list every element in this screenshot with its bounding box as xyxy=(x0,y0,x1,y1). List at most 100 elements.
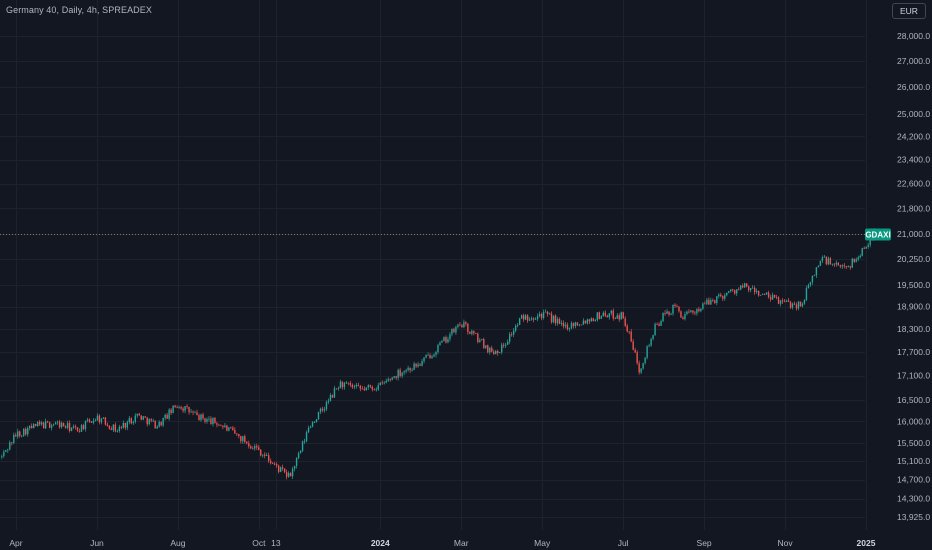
candle-body xyxy=(182,408,184,411)
candle-body xyxy=(807,285,810,289)
candle-body xyxy=(42,422,45,429)
price-tick-label: 19,500.0 xyxy=(897,280,930,290)
candle-body xyxy=(536,316,539,320)
candle-body xyxy=(13,434,15,443)
candle-body xyxy=(234,429,236,434)
candle-body xyxy=(483,339,485,348)
price-axis[interactable]: 28,000.0 27,000.0 26,000.0 25,000.0 24,200.0… xyxy=(897,31,930,522)
candle-body xyxy=(449,334,451,340)
candle-body xyxy=(823,256,826,258)
candle-body xyxy=(7,449,9,451)
candle-body xyxy=(369,385,371,387)
currency-button[interactable]: EUR xyxy=(892,3,926,19)
candle-body xyxy=(773,294,776,298)
candle-body xyxy=(475,333,477,334)
candle-body xyxy=(240,436,242,442)
candle-body xyxy=(728,291,730,293)
candle-body xyxy=(849,266,851,268)
candle-body xyxy=(827,258,830,265)
candle-body xyxy=(82,425,85,430)
candle-body xyxy=(867,244,869,247)
candle-body xyxy=(210,418,212,425)
candle-body xyxy=(80,425,83,432)
price-tick-label: 24,200.0 xyxy=(897,131,930,141)
candle-body xyxy=(188,407,190,413)
candle-body xyxy=(740,285,742,290)
candle-body xyxy=(273,463,276,465)
candle-body xyxy=(186,406,188,408)
candle-body xyxy=(224,425,226,428)
last-price-badge-label: GDAXI xyxy=(865,231,890,240)
candle-body xyxy=(769,297,772,300)
candle-body xyxy=(106,424,109,426)
candle-body xyxy=(781,300,784,302)
candle-body xyxy=(632,341,634,350)
candle-body xyxy=(787,300,790,302)
candle-body xyxy=(166,414,168,419)
candle-body xyxy=(730,289,732,292)
candle-body xyxy=(714,300,716,303)
candle-body xyxy=(508,334,511,342)
candle-body xyxy=(522,315,525,320)
price-tick-label: 21,000.0 xyxy=(897,229,930,239)
candle-body xyxy=(582,320,585,325)
candle-body xyxy=(682,317,684,320)
candle-body xyxy=(853,258,855,262)
candle-body xyxy=(110,428,113,431)
price-tick-label: 16,500.0 xyxy=(897,395,930,405)
candle-body xyxy=(411,369,413,371)
candle-body xyxy=(698,309,700,312)
candle-body xyxy=(499,352,501,354)
candle-body xyxy=(779,300,782,304)
candle-body xyxy=(31,425,33,429)
candle-body xyxy=(433,354,435,357)
candle-body xyxy=(54,422,57,425)
candle-body xyxy=(435,352,437,355)
candle-body xyxy=(662,312,664,322)
candle-body xyxy=(17,431,19,437)
candle-body xyxy=(333,388,336,398)
candle-body xyxy=(590,318,593,322)
candle-body xyxy=(467,323,469,333)
candle-body xyxy=(337,388,340,390)
candle-body xyxy=(218,424,220,426)
candle-body xyxy=(383,382,385,384)
candle-body xyxy=(158,422,160,427)
candle-body xyxy=(323,409,326,411)
candle-body xyxy=(457,324,459,327)
candle-body xyxy=(325,402,328,410)
candle-body xyxy=(170,409,172,414)
candle-body xyxy=(783,301,786,303)
candle-body xyxy=(413,363,415,370)
candle-body xyxy=(389,379,391,380)
candle-body xyxy=(487,345,489,353)
candle-body xyxy=(726,292,728,296)
candle-body xyxy=(381,382,383,384)
candle-body xyxy=(453,328,455,333)
candle-body xyxy=(736,289,738,294)
candle-body xyxy=(640,368,642,373)
candle-body xyxy=(98,415,101,423)
candle-body xyxy=(747,286,750,291)
candle-body xyxy=(614,318,616,320)
candle-body xyxy=(592,318,595,322)
candle-body xyxy=(479,340,481,342)
candle-body xyxy=(317,411,320,420)
candle-body xyxy=(815,267,818,276)
time-axis[interactable]: Apr Jun Aug Oct 13 2024 Mar May Jul Sep Nov 2025 xyxy=(9,538,875,548)
candle-body xyxy=(845,266,847,268)
candle-body xyxy=(865,246,867,249)
candle-body xyxy=(277,465,280,472)
candle-body xyxy=(445,337,447,343)
time-tick-label: 13 xyxy=(271,538,281,548)
time-tick-label: Jul xyxy=(618,538,629,548)
candle-body xyxy=(795,304,798,309)
candle-body xyxy=(25,428,27,435)
candle-body xyxy=(586,319,589,324)
candle-body xyxy=(749,288,752,291)
candle-body xyxy=(72,426,75,428)
candle-body xyxy=(9,442,11,450)
candle-body xyxy=(803,299,806,304)
candle-body xyxy=(146,417,148,425)
